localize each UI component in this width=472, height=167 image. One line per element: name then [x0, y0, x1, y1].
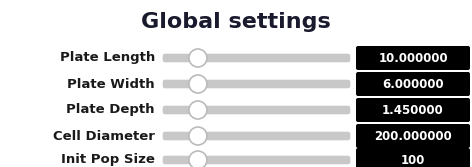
- FancyBboxPatch shape: [163, 54, 350, 62]
- Text: 1.450000: 1.450000: [382, 104, 444, 117]
- Text: Global settings: Global settings: [141, 12, 331, 32]
- Ellipse shape: [189, 151, 207, 167]
- FancyBboxPatch shape: [163, 106, 350, 114]
- Text: Plate Length: Plate Length: [60, 51, 155, 64]
- Text: Init Pop Size: Init Pop Size: [61, 153, 155, 166]
- FancyBboxPatch shape: [356, 148, 470, 167]
- Ellipse shape: [189, 49, 207, 67]
- Text: Plate Depth: Plate Depth: [67, 104, 155, 117]
- FancyBboxPatch shape: [163, 80, 350, 88]
- Ellipse shape: [189, 101, 207, 119]
- FancyBboxPatch shape: [356, 98, 470, 122]
- FancyBboxPatch shape: [356, 124, 470, 148]
- Ellipse shape: [189, 75, 207, 93]
- Text: 10.000000: 10.000000: [378, 51, 448, 64]
- Text: Plate Width: Plate Width: [67, 77, 155, 91]
- FancyBboxPatch shape: [356, 46, 470, 70]
- FancyBboxPatch shape: [356, 72, 470, 96]
- Text: Cell Diameter: Cell Diameter: [53, 129, 155, 142]
- Text: 6.000000: 6.000000: [382, 77, 444, 91]
- FancyBboxPatch shape: [163, 156, 350, 164]
- Ellipse shape: [189, 127, 207, 145]
- FancyBboxPatch shape: [163, 132, 350, 140]
- Text: 200.000000: 200.000000: [374, 129, 452, 142]
- Text: 100: 100: [401, 153, 425, 166]
